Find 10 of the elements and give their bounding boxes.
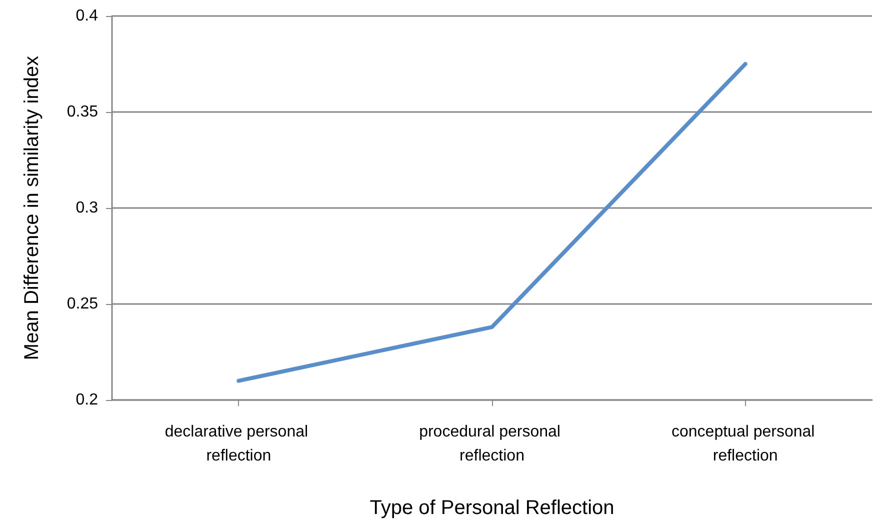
y-axis-title: Mean Difference in similarity index (21, 56, 43, 360)
y-tick-label: 0.35 (66, 104, 98, 120)
y-tick-label: 0.2 (76, 392, 98, 408)
y-tick-label: 0.4 (76, 8, 98, 24)
y-tick-label: 0.3 (76, 200, 98, 216)
x-tick-label: conceptual personal reflection (672, 424, 820, 464)
y-tick-label: 0.25 (66, 296, 98, 312)
x-tick-label: declarative personal reflection (164, 424, 312, 464)
x-tick-label: procedural personal reflection (419, 424, 565, 464)
x-axis-title: Type of Personal Reflection (370, 497, 614, 519)
